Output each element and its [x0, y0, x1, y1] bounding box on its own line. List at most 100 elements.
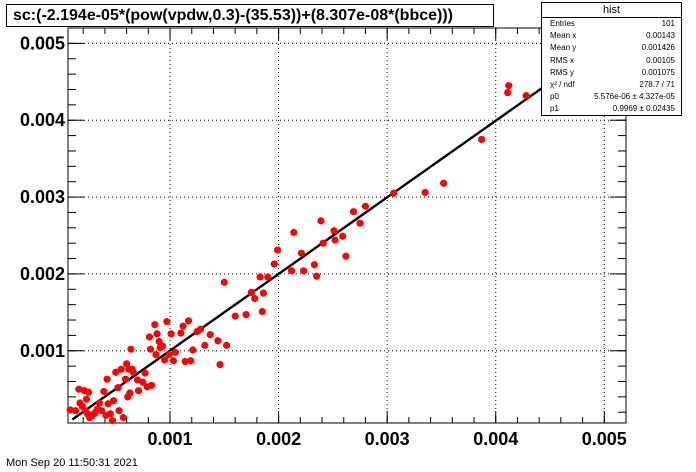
data-point	[146, 345, 155, 353]
data-point	[251, 294, 259, 303]
data-point	[421, 188, 429, 197]
data-point	[95, 399, 104, 407]
data-point	[109, 397, 118, 405]
data-point	[126, 389, 134, 397]
x-tick-label: 0.004	[473, 429, 518, 449]
data-point	[478, 135, 486, 144]
stat-row: RMS x 0.00105	[542, 55, 681, 67]
data-point	[258, 307, 266, 316]
data-point	[297, 249, 306, 257]
data-point	[339, 232, 347, 240]
data-point	[505, 82, 513, 90]
data-point	[361, 202, 370, 210]
data-point	[139, 378, 147, 386]
data-point	[106, 410, 114, 418]
stat-label: Entries	[550, 19, 575, 28]
y-tick-label: 0.004	[20, 110, 65, 130]
data-point	[273, 246, 282, 254]
stat-value: 0.9969 ± 0.02435	[612, 104, 675, 114]
fit-line	[71, 29, 625, 421]
data-points	[66, 69, 554, 425]
data-point	[331, 236, 339, 244]
stat-value: 0.00143	[646, 31, 675, 41]
stats-box: hist Entries 101 Mean x 0.00143 Mean y 0.0014…	[541, 2, 682, 116]
data-point	[270, 260, 278, 268]
data-point	[66, 406, 74, 414]
data-point	[184, 317, 193, 325]
data-point	[141, 369, 149, 377]
data-point	[151, 321, 159, 329]
data-point	[214, 337, 222, 345]
y-tick-label: 0.003	[20, 187, 65, 207]
data-point	[247, 288, 256, 296]
stat-row: RMS y 0.001075	[542, 67, 681, 79]
data-point	[310, 261, 319, 269]
stat-row: p0 5.576e-06 ± 4.327e-05	[542, 91, 681, 103]
stat-label: p0	[550, 92, 559, 102]
stats-rows: Entries 101 Mean x 0.00143 Mean y 0.001426 RMS…	[542, 18, 681, 116]
data-point	[115, 407, 123, 415]
data-point	[147, 381, 156, 389]
data-point	[145, 333, 154, 341]
data-point	[522, 92, 530, 100]
data-point	[288, 267, 296, 275]
data-point	[201, 341, 209, 349]
plot-title: sc:(-2.194e-05*(pow(vpdw,0.3)-(35.53))+(…	[6, 4, 494, 27]
stat-label: RMS y	[550, 67, 574, 77]
data-point	[98, 407, 106, 415]
y-tick-label: 0.001	[20, 341, 65, 361]
x-tick-label: 0.003	[365, 429, 410, 449]
data-point	[75, 385, 83, 393]
stat-label: p1	[550, 104, 559, 114]
data-point	[317, 217, 325, 225]
y-tick-labels: 0.001 0.002 0.003 0.004 0.005	[20, 33, 65, 360]
data-point	[165, 351, 173, 359]
data-point	[117, 365, 125, 373]
stat-label: χ² / ndf	[550, 79, 575, 89]
timestamp-footer: Mon Sep 20 11:50:31 2021	[6, 457, 138, 469]
stat-value: 0.00105	[646, 55, 675, 65]
stat-value: 0.001075	[641, 67, 675, 77]
data-point	[121, 375, 130, 383]
stat-row: Entries 101	[542, 18, 681, 30]
data-point	[103, 375, 111, 383]
data-point	[153, 330, 161, 338]
data-point	[71, 407, 80, 415]
data-point	[163, 317, 171, 326]
data-point	[114, 384, 122, 392]
data-point	[342, 252, 350, 260]
data-point	[104, 400, 112, 408]
data-point	[504, 88, 512, 97]
data-point	[187, 357, 195, 365]
stat-value: 0.001426	[641, 43, 675, 53]
data-point	[158, 342, 167, 350]
data-point	[256, 273, 264, 281]
stat-row: χ² / ndf 278.7 / 71	[542, 79, 681, 91]
data-point	[242, 311, 250, 319]
stat-label: Mean y	[550, 43, 577, 53]
x-tick-label: 0.002	[256, 429, 301, 449]
data-point	[196, 325, 205, 333]
data-point	[330, 227, 338, 235]
data-point	[169, 357, 177, 365]
data-point	[313, 272, 321, 280]
data-point	[189, 346, 197, 354]
stat-row: Mean y 0.001426	[542, 42, 681, 54]
stat-label: RMS x	[550, 55, 574, 65]
stat-row: Mean x 0.00143	[542, 30, 681, 42]
stat-value: 101	[661, 19, 675, 28]
data-point	[206, 331, 214, 339]
data-point	[82, 395, 91, 403]
stat-row: p1 0.9969 ± 0.02435	[542, 103, 681, 115]
data-point	[299, 267, 308, 275]
data-point	[181, 357, 189, 366]
x-tick-label: 0.001	[148, 429, 193, 449]
data-point	[177, 329, 185, 337]
data-point	[112, 368, 120, 376]
data-point	[152, 351, 160, 359]
data-point	[390, 189, 398, 197]
data-point	[231, 312, 239, 320]
data-point	[134, 387, 143, 395]
data-point	[440, 179, 448, 187]
